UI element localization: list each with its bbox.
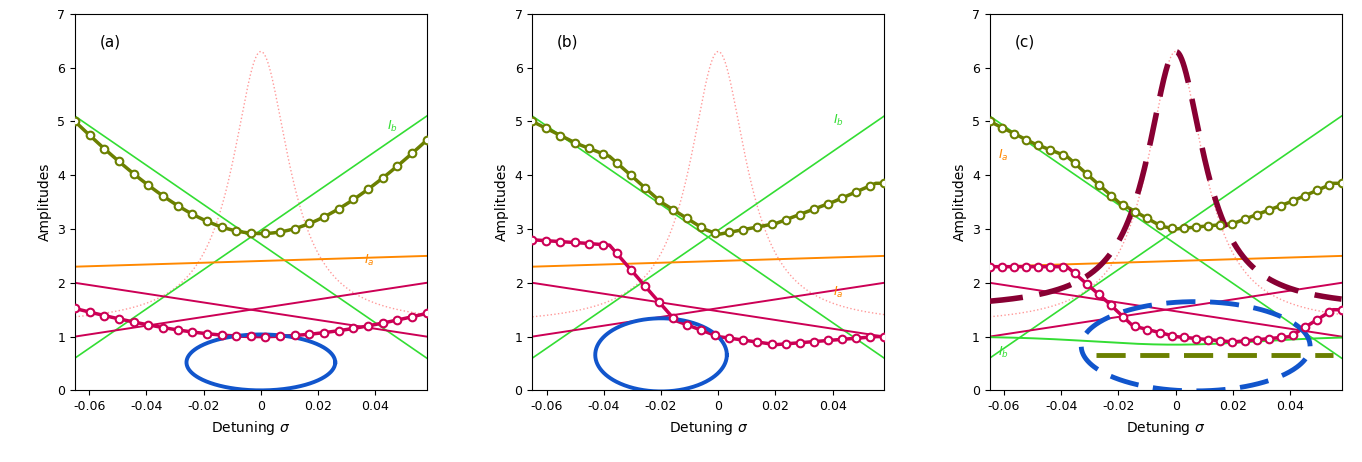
X-axis label: Detuning $\sigma$: Detuning $\sigma$ [211, 419, 290, 437]
Text: (b): (b) [557, 35, 579, 49]
Text: $I_a$: $I_a$ [832, 285, 843, 300]
Text: $I_b$: $I_b$ [387, 119, 398, 134]
Y-axis label: Amplitudes: Amplitudes [952, 163, 967, 241]
Text: $I_b$: $I_b$ [832, 113, 843, 128]
X-axis label: Detuning $\sigma$: Detuning $\sigma$ [669, 419, 748, 437]
Y-axis label: Amplitudes: Amplitudes [494, 163, 509, 241]
Text: (a): (a) [99, 35, 121, 49]
X-axis label: Detuning $\sigma$: Detuning $\sigma$ [1126, 419, 1205, 437]
Y-axis label: Amplitudes: Amplitudes [38, 163, 52, 241]
Text: $I_a$: $I_a$ [364, 253, 375, 268]
Text: $I_b$: $I_b$ [998, 345, 1009, 359]
Text: $I_a$: $I_a$ [998, 148, 1009, 163]
Text: (c): (c) [1015, 35, 1035, 49]
